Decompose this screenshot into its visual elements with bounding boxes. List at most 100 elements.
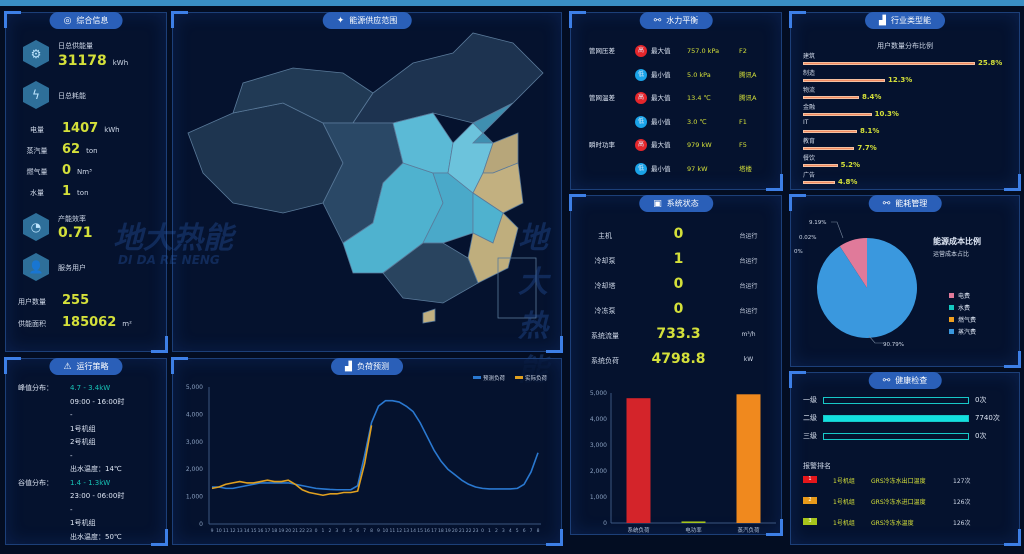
series-line-0[interactable] [212, 399, 539, 491]
x-tick-label: 13 [403, 528, 409, 534]
chart-icon: ▟ [879, 16, 886, 26]
map-region-north[interactable] [352, 32, 544, 124]
water-balance-panel: ⚯ 水力平衡 管网压差 高 最大值 757.0 kPa F2 低 最小值 5.0 … [569, 11, 783, 191]
group-label: 管网压差 [589, 47, 615, 55]
bar[interactable] [736, 394, 761, 523]
legend-item: 电费 [949, 289, 976, 301]
users-label: 服务用户 [58, 264, 86, 272]
x-tick-label: 22 [466, 528, 472, 534]
legend-swatch [949, 316, 954, 322]
x-tick-label: 23 [306, 528, 312, 534]
item-value: 0 [62, 163, 72, 178]
legend-swatch [515, 376, 523, 379]
rank-row[interactable]: 2 1号机组 GRS冷冻水进口温度 126次 [803, 497, 1013, 507]
industry-bar [803, 180, 835, 184]
value: 757.0 kPa [687, 47, 720, 55]
location: F5 [739, 141, 747, 149]
industry-label: IT [803, 119, 809, 126]
map-region-hebei[interactable] [472, 102, 514, 144]
energy-supply-icon: ⚙ [23, 40, 49, 68]
location: 腾讯A [739, 94, 757, 102]
legend-label: 实际负荷 [525, 374, 548, 382]
supply-value: 31178 [58, 53, 107, 69]
x-tick-label: 6 [523, 528, 526, 534]
status-label: 系统负荷 [591, 357, 619, 365]
x-tick-label: 6 [356, 528, 359, 534]
pie-slice[interactable] [839, 238, 867, 288]
industry-value: 12.3% [888, 76, 913, 84]
legend-swatch [949, 304, 954, 310]
legend-label: 燃气费 [958, 316, 977, 324]
rank-title: 报警排名 [803, 462, 831, 470]
status-value: 0 [673, 226, 684, 242]
eff-value: 0.71 [58, 225, 93, 241]
bar[interactable] [626, 398, 651, 523]
status-value: 4798.8 [651, 351, 706, 367]
panel-title: ▣ 系统状态 [639, 195, 713, 212]
rank-point: GRS冷冻水出口温度 [871, 478, 926, 485]
location: F1 [739, 117, 747, 126]
panel-title: ▟ 行业类型能 [865, 12, 945, 29]
warning-icon: ⚠ [63, 362, 72, 372]
area-unit: m² [122, 320, 132, 328]
industry-value: 25.8% [978, 59, 1003, 67]
level-count: 0次 [975, 396, 987, 404]
x-tick-label: 1 [488, 528, 491, 534]
pie-label: 90.79% [883, 342, 904, 348]
separator: - [70, 505, 73, 514]
status-label: 冷冻泵 [594, 307, 616, 315]
water-row: 低 最小值 3.0 ℃ F1 [571, 114, 783, 130]
rank-count: 126次 [953, 499, 971, 506]
industry-panel: ▟ 行业类型能 用户数量分布比例 建筑 25.8% 制造 12.3% 物流 8.4… [789, 11, 1021, 191]
rank-row[interactable]: 3 1号机组 GRS冷冻水温度 126次 [803, 518, 1013, 528]
x-tick-label: 8 [370, 528, 373, 534]
panel-title: ▟ 负荷预测 [331, 358, 403, 375]
title-text: 能耗管理 [895, 199, 928, 208]
map-panel: ✦能源供应范围 地大热能 地大热能 DI DA RE NENG [113, 11, 563, 388]
industry-bar [803, 112, 872, 116]
china-map[interactable] [173, 13, 563, 353]
kind-label: 最大值 [651, 141, 671, 149]
item-label: 水量 [30, 189, 44, 197]
series-line-1[interactable] [211, 425, 373, 497]
x-tick-label: 12 [396, 528, 402, 534]
pie-slice[interactable] [839, 246, 867, 288]
industry-bar-item: 金融 10.3% [803, 102, 899, 118]
x-tick-label: 22 [299, 528, 305, 534]
status-unit: 台运行 [739, 233, 758, 240]
x-tick-label: 18 [272, 528, 278, 534]
link-icon: ⚯ [882, 199, 891, 209]
pie-slice[interactable] [817, 238, 917, 338]
link-icon: ⚯ [653, 16, 662, 26]
peak-time: 09:00 - 16:00时 [70, 397, 125, 406]
bar[interactable] [681, 521, 706, 523]
map-region-south[interactable] [382, 242, 479, 304]
industry-value: 10.3% [874, 110, 899, 118]
legend-swatch [473, 376, 481, 379]
overview-panel: ◎ 综合信息 ⚙ 日总供能量 31178 kWh ϟ 日总耗能 电量 1407 kWh 蒸… [4, 11, 168, 353]
x-tick-label: 13 [237, 528, 243, 534]
level-bar [823, 414, 969, 422]
status-label: 冷却泵 [594, 257, 616, 265]
rank-row[interactable]: 1 1号机组 GRS冷冻水出口温度 127次 [803, 476, 1013, 486]
map-region-hainan[interactable] [422, 308, 436, 324]
status-label: 系统流量 [591, 332, 619, 340]
leader-line [831, 221, 844, 239]
item-value: 1 [62, 184, 72, 199]
industry-value: 5.2% [840, 161, 861, 169]
title-text: 综合信息 [76, 16, 109, 25]
user-count-value: 255 [62, 293, 90, 308]
y-tick-label: 0 [199, 521, 203, 528]
title-text: 运行策略 [76, 362, 109, 371]
item-label: 蒸汽量 [26, 147, 48, 155]
x-tick-label: 14 [410, 528, 416, 534]
panel-title: ⚯ 水力平衡 [639, 12, 713, 29]
industry-label: 物流 [803, 87, 816, 94]
x-tick-label: 1 [322, 528, 325, 534]
status-label: 冷却塔 [594, 282, 616, 290]
level-badge: 高 [635, 92, 647, 104]
level-label: 二级 [803, 414, 817, 422]
rank-count: 127次 [953, 478, 971, 485]
x-tick-label: 14 [244, 528, 250, 534]
x-tick-label: 9 [211, 528, 214, 534]
